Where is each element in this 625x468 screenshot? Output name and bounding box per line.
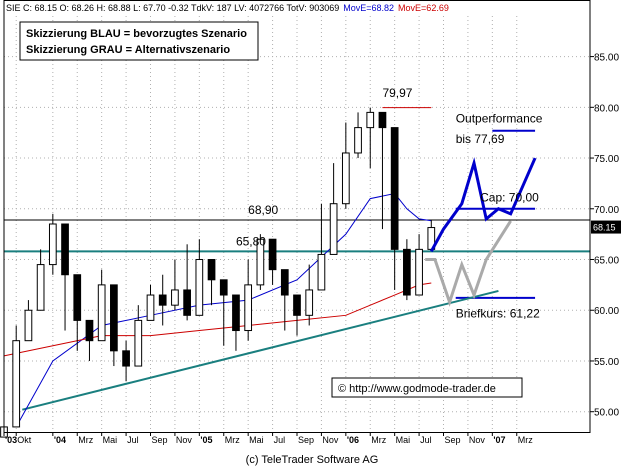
x-tick-label: Mrz — [225, 435, 240, 445]
candle-body — [305, 289, 314, 316]
candle-body — [97, 284, 106, 342]
candle-body — [183, 289, 191, 316]
x-tick-label: Mai — [396, 435, 411, 445]
ticker-header: SIE C: 68.15 O: 68.26 H: 68.88 L: 67.70 … — [6, 3, 449, 13]
candle-body — [280, 269, 289, 296]
candle-body — [61, 223, 69, 276]
candle-body — [390, 127, 399, 250]
resistance-68-label: 68,90 — [248, 203, 278, 217]
watermark-box — [331, 377, 523, 398]
y-tick-label: 60.00 — [594, 306, 619, 317]
y-tick-label: 70.00 — [594, 205, 619, 216]
candle-body — [73, 274, 82, 321]
move-red-label: MovE=62.69 — [398, 3, 449, 13]
cap-label: Cap: 70,00 — [480, 191, 539, 205]
x-tick-label: Mai — [103, 435, 118, 445]
x-tick-label: Mrz — [518, 435, 533, 445]
x-tick-label: Jul — [274, 435, 286, 445]
candle-body — [195, 259, 204, 316]
x-tick-label: '05 — [200, 435, 212, 445]
x-tick-label: Sep — [445, 435, 461, 445]
candle-body — [171, 289, 179, 306]
y-tick-label: 50.00 — [594, 408, 619, 419]
legend-line-blue: Skizzierung BLAU = bevorzugtes Szenario — [26, 28, 247, 40]
candle-body — [146, 294, 155, 321]
candle-body — [341, 152, 350, 205]
watermark-text: © http://www.godmode-trader.de — [338, 383, 496, 395]
scenario-layer — [425, 157, 537, 307]
legend-line-gray: Skizzierung GRAU = Alternativszenario — [26, 44, 230, 56]
y-tick-label: 85.00 — [594, 53, 619, 64]
x-tick-label: '07 — [493, 435, 505, 445]
candle-body — [293, 294, 301, 316]
candle-body — [354, 127, 362, 154]
y-tick-label: 55.00 — [594, 357, 619, 368]
candle-body — [268, 238, 277, 271]
candle-body — [110, 284, 118, 352]
move-blue-label: MovE=68.82 — [343, 3, 394, 13]
grid-layer — [3, 16, 590, 432]
candle-body — [219, 279, 228, 296]
moving-average-line-2 — [3, 282, 432, 357]
x-tick-label: '03 — [5, 435, 17, 445]
candle-body — [12, 340, 21, 428]
candle-body — [256, 238, 265, 286]
candle-body — [122, 350, 130, 367]
briefkurs-label: Briefkurs: 61,22 — [456, 306, 540, 320]
candles-layer — [0, 107, 436, 438]
outperformance-label-1: Outperformance — [456, 112, 543, 126]
x-tick-label: Okt — [17, 435, 32, 445]
candle-body — [85, 319, 94, 342]
x-tick-label: Jul — [420, 435, 432, 445]
ticker-prefix: SIE C: 68.15 O: 68.26 H: 68.88 L: 67.70 … — [6, 3, 339, 13]
candle-body — [378, 111, 387, 129]
candle-body — [403, 248, 411, 296]
candle-body — [48, 223, 57, 266]
y-tick-label: 80.00 — [594, 103, 619, 114]
support-65-label: 65,80 — [236, 234, 266, 248]
x-tick-label: Nov — [469, 435, 486, 445]
candle-body — [366, 111, 375, 129]
outperformance-label-2: bis 77,69 — [456, 132, 505, 146]
support-trendline — [22, 289, 499, 411]
x-tick-label: Jul — [127, 435, 139, 445]
x-tick-label: Mrz — [78, 435, 93, 445]
last-price-label: 68.15 — [593, 223, 616, 233]
x-tick-label: Nov — [176, 435, 193, 445]
candle-body — [244, 284, 253, 332]
x-tick-label: '06 — [347, 435, 359, 445]
scenario-blue-path — [429, 157, 537, 253]
peak-label: 79,97 — [382, 86, 412, 100]
candle-body — [317, 253, 326, 291]
last-price-box — [591, 220, 621, 234]
text-layer: 79,97 68,90 65,80 Outperformance bis 77,69 Ca… — [6, 3, 543, 398]
candle-body — [36, 264, 45, 311]
legend-box — [19, 21, 259, 61]
x-tick-label: Sep — [298, 435, 314, 445]
axes-layer: 50.00 55.00 60.00 65.00 70.00 75.00 80.00 85.00… — [3, 0, 621, 466]
x-tick-label: Mrz — [371, 435, 386, 445]
y-tick-label: 65.00 — [594, 256, 619, 267]
candle-body — [207, 259, 216, 281]
candle-body — [415, 248, 423, 296]
x-tick-label: Nov — [322, 435, 339, 445]
x-tick-label: Mai — [249, 435, 264, 445]
candle-body — [232, 294, 240, 332]
scenario-gray-path — [425, 220, 512, 307]
footer-copyright: (c) TeleTrader Software AG — [246, 454, 379, 466]
candle-body — [158, 294, 167, 306]
x-tick-label: '04 — [54, 435, 66, 445]
x-tick-label: Sep — [152, 435, 168, 445]
y-tick-label: 75.00 — [594, 154, 619, 165]
candle-body — [329, 203, 338, 255]
candle-body — [134, 319, 143, 367]
candle-body — [24, 309, 33, 342]
